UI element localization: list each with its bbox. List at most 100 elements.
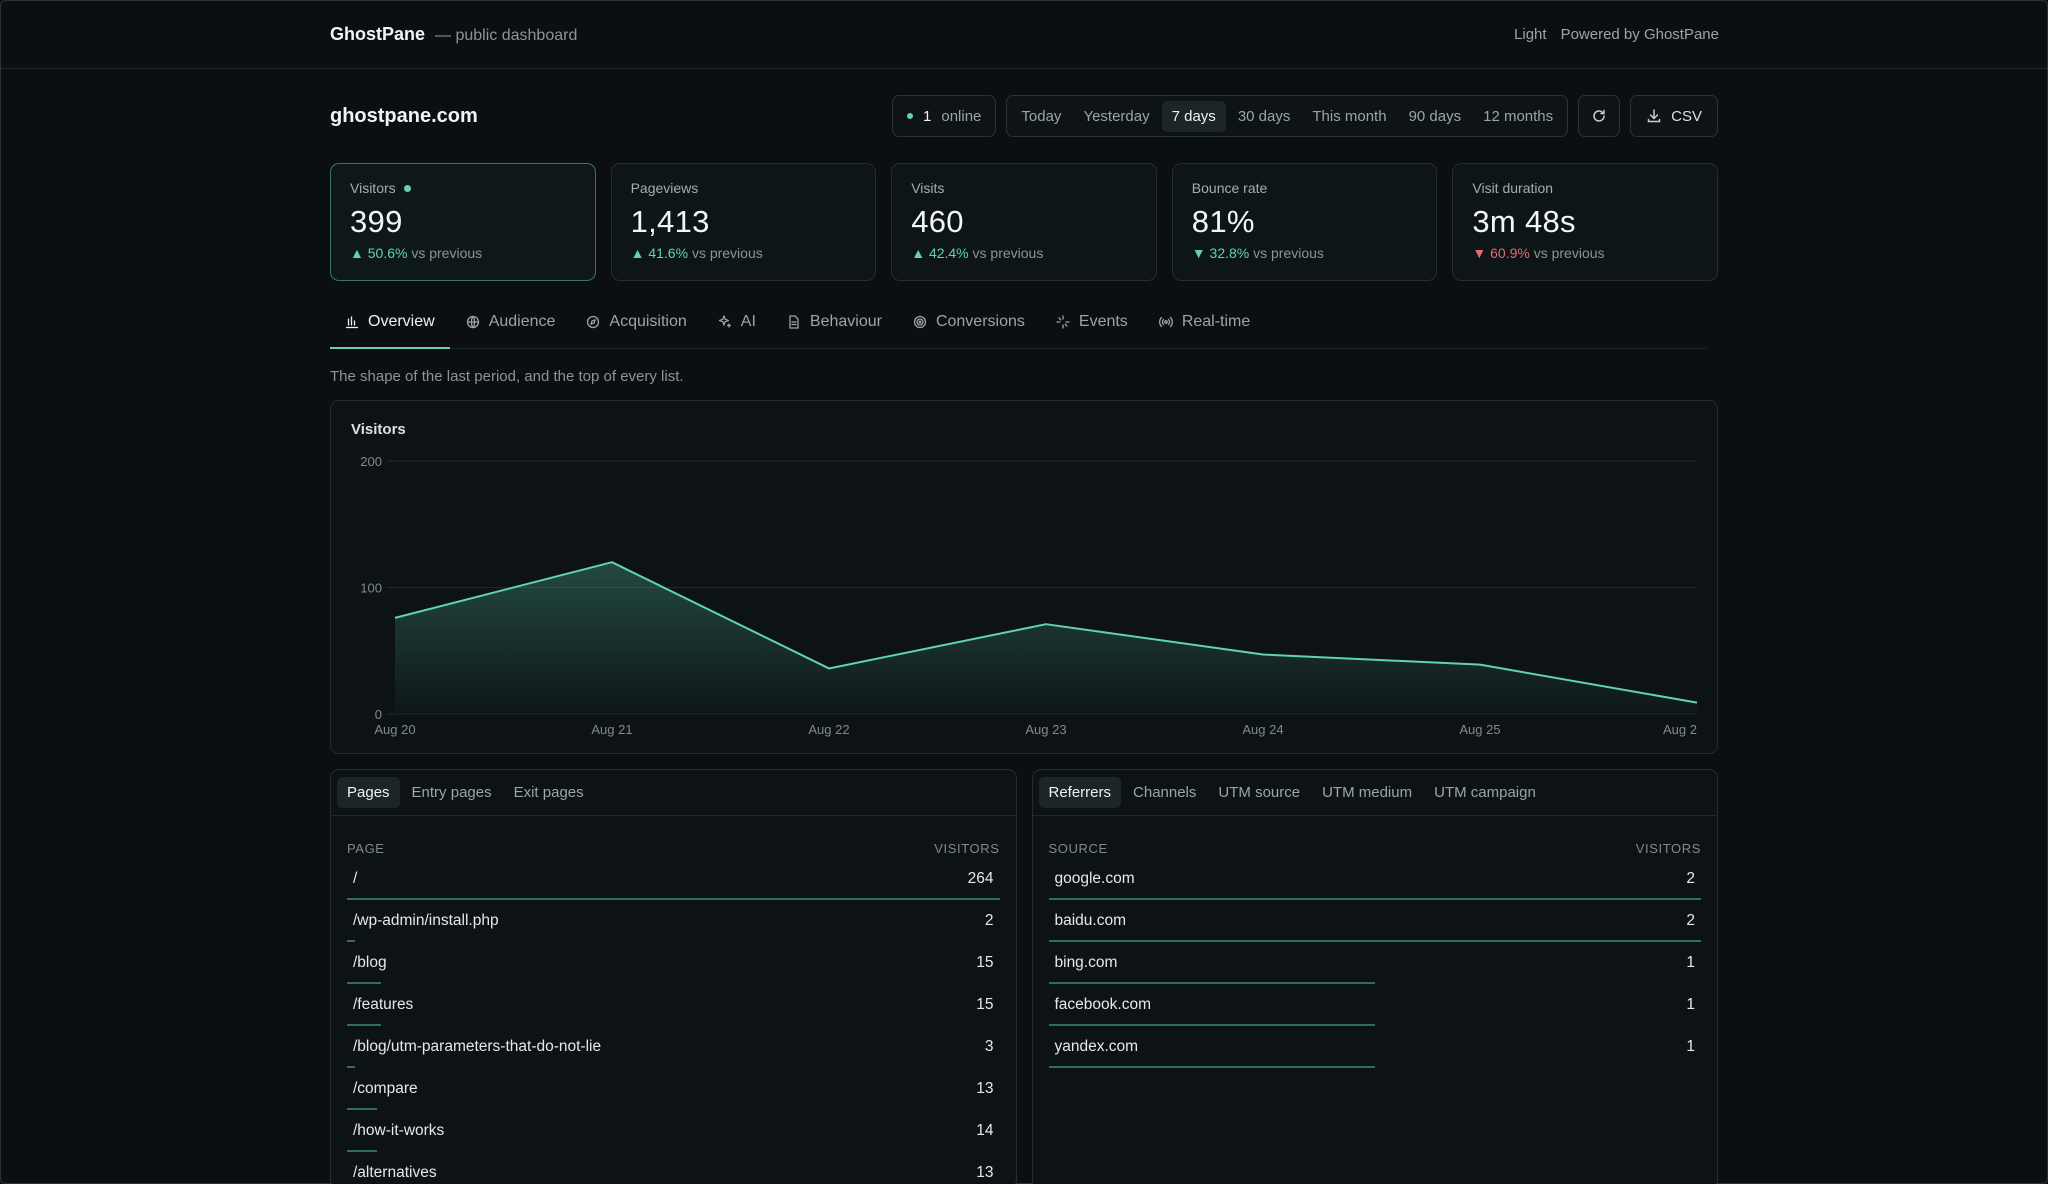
arrow-up-icon: ▲ [630, 245, 649, 261]
table-row[interactable]: /alternatives 13 [347, 1152, 1000, 1184]
row-share-bar [347, 1150, 377, 1152]
table-header: PAGE VISITORS [331, 816, 1016, 858]
data-point[interactable] [1691, 697, 1703, 709]
tab-label: AI [740, 313, 756, 330]
stat-delta-value: 50.6% [367, 245, 408, 261]
broadcast-icon [1158, 316, 1173, 328]
tab-ai[interactable]: AI [702, 296, 771, 348]
pages-panel: Pages Entry pages Exit pages PAGE VISITORS / 2… [330, 769, 1017, 1184]
row-share-bar [1048, 1066, 1375, 1068]
stat-value: 460 [911, 204, 964, 239]
download-icon [1647, 109, 1661, 123]
row-share-bar [1048, 940, 1701, 942]
tab-label: Behaviour [809, 313, 882, 330]
arrow-down-icon: ▼ [1191, 245, 1210, 261]
table-row[interactable]: /how-it-works 14 [347, 1110, 1000, 1152]
tab-audience[interactable]: Audience [450, 296, 571, 348]
tab-label: Audience [488, 313, 556, 330]
tab-overview[interactable]: Overview [330, 296, 450, 349]
stat-cards: Visitors 399 ▲ 50.6% vs previous Pageviews 1… [330, 163, 1718, 281]
panel-tab-utm-medium[interactable]: UTM medium [1322, 784, 1413, 801]
table-row[interactable]: facebook.com 1 [1048, 984, 1702, 1026]
data-point[interactable] [823, 662, 835, 674]
site-row: ghostpane.com 1 online Today Yesterday 7 d… [330, 69, 1718, 163]
range-this-month[interactable]: This month [1312, 107, 1387, 125]
table-row[interactable]: baidu.com 2 [1048, 900, 1701, 942]
stat-delta-value: 42.4% [928, 245, 969, 261]
row-share-bar [347, 898, 1000, 900]
range-90-days[interactable]: 90 days [1408, 107, 1462, 125]
stat-delta-suffix: vs previous [972, 245, 1044, 261]
tab-conversions[interactable]: Conversions [897, 296, 1040, 348]
stat-card-pageviews[interactable]: Pageviews 1,413 ▲ 41.6% vs previous [610, 163, 877, 281]
stat-value: 1,413 [630, 204, 710, 239]
y-tick-label: 200 [360, 454, 382, 469]
stat-value: 81% [1191, 204, 1255, 239]
table-row[interactable]: yandex.com 1 [1048, 1026, 1702, 1068]
panel-tab-entry-pages[interactable]: Entry pages [411, 784, 492, 801]
document-icon [789, 315, 799, 329]
data-point[interactable] [389, 612, 401, 624]
panel-tab-pages[interactable]: Pages [337, 777, 400, 808]
data-point[interactable] [606, 556, 618, 568]
stat-card-visit-duration[interactable]: Visit duration 3m 48s ▼ 60.9% vs previous [1452, 163, 1718, 281]
sources-panel-tabs: Referrers Channels UTM source UTM medium UTM… [1032, 770, 1717, 816]
stat-delta: ▼ 32.8% vs previous [1192, 245, 1418, 261]
row-share-bar [347, 940, 355, 942]
stat-card-bounce-rate[interactable]: Bounce rate 81% ▼ 32.8% vs previous [1171, 163, 1438, 281]
panel-tab-utm-source[interactable]: UTM source [1218, 784, 1301, 801]
tab-acquisition[interactable]: Acquisition [570, 296, 701, 348]
tab-real-time[interactable]: Real-time [1143, 296, 1265, 348]
table-row[interactable]: google.com 2 [1048, 858, 1701, 900]
panel-tab-exit-pages[interactable]: Exit pages [513, 784, 584, 801]
stat-value: 399 [350, 204, 403, 239]
row-value: 15 [976, 996, 994, 1013]
stat-label-text: Visit duration [1472, 180, 1554, 196]
visitors-line [394, 561, 1698, 704]
range-yesterday[interactable]: Yesterday [1083, 107, 1150, 125]
row-value: 1 [1686, 996, 1695, 1013]
range-30-days[interactable]: 30 days [1237, 107, 1291, 125]
date-range-selector: Today Yesterday 7 days 30 days This month 90 … [1006, 95, 1569, 137]
table-row[interactable]: bing.com 1 [1048, 942, 1702, 984]
row-value: 2 [1686, 912, 1695, 929]
theme-toggle[interactable]: Light [1514, 25, 1547, 43]
table-row[interactable]: / 264 [347, 858, 1000, 900]
panel-tab-referrers[interactable]: Referrers [1038, 777, 1122, 808]
row-label: /alternatives [353, 1164, 437, 1181]
stat-label: Visitors [350, 180, 576, 196]
panel-tab-utm-campaign[interactable]: UTM campaign [1434, 784, 1536, 801]
data-point[interactable] [1257, 649, 1269, 661]
range-today[interactable]: Today [1021, 107, 1062, 125]
table-row[interactable]: /compare 13 [347, 1068, 1000, 1110]
data-point[interactable] [1474, 659, 1486, 671]
powered-by-link[interactable]: Powered by GhostPane [1560, 25, 1719, 43]
table-row[interactable]: /wp-admin/install.php 2 [347, 900, 1000, 942]
stat-card-visitors[interactable]: Visitors 399 ▲ 50.6% vs previous [330, 163, 596, 281]
online-indicator: 1 online [892, 95, 997, 137]
row-share-bar [347, 982, 381, 984]
stat-label: Visits [911, 180, 1137, 196]
csv-export-button[interactable]: CSV [1630, 95, 1718, 137]
stat-delta-suffix: vs previous [1533, 245, 1605, 261]
table-row[interactable]: /blog 15 [347, 942, 1000, 984]
refresh-button[interactable] [1578, 95, 1621, 137]
main-content: ghostpane.com 1 online Today Yesterday 7 d… [330, 69, 1718, 1184]
table-row[interactable]: /features 15 [347, 984, 1000, 1026]
stat-card-visits[interactable]: Visits 460 ▲ 42.4% vs previous [891, 163, 1157, 281]
row-label: /how-it-works [353, 1122, 445, 1139]
table-row[interactable]: /blog/utm-parameters-that-do-not-lie 3 [347, 1026, 1000, 1068]
brand-name[interactable]: GhostPane [330, 23, 426, 44]
tab-events[interactable]: Events [1040, 296, 1143, 348]
range-7-days[interactable]: 7 days [1161, 100, 1226, 132]
row-value: 2 [1686, 870, 1695, 887]
panel-tab-channels[interactable]: Channels [1133, 784, 1197, 801]
row-label: /compare [353, 1080, 418, 1097]
visitors-chart-card: 0 100 200 Aug 20 Aug 21 Aug 22 Aug 23 Aug 24 Aug… [330, 400, 1718, 754]
globe-icon [466, 315, 479, 329]
tab-behaviour[interactable]: Behaviour [771, 296, 897, 348]
csv-label: CSV [1671, 107, 1702, 125]
row-label: yandex.com [1054, 1038, 1139, 1055]
range-12-months[interactable]: 12 months [1483, 107, 1554, 125]
data-point[interactable] [1040, 618, 1052, 630]
